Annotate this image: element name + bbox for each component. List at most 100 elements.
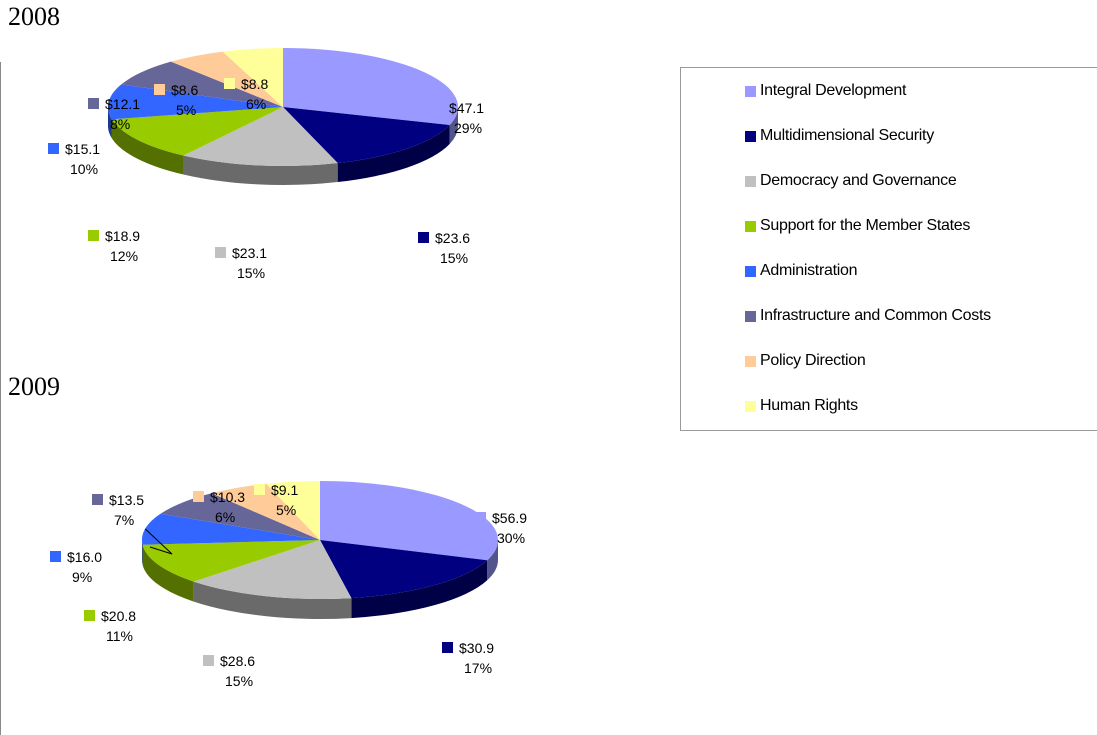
pie-slice-side-multidimensional-security	[351, 560, 488, 619]
pie-slice-administration	[142, 513, 320, 545]
legend-item-administration: Administration	[745, 261, 857, 281]
data-label-value: $10.3	[210, 489, 245, 505]
pie-slice-support-for-the-member-states	[111, 107, 283, 156]
pie-slice-human-rights	[266, 481, 320, 540]
data-label-percent: 15%	[237, 265, 265, 281]
chart-legend: Integral Development Multidimensional Sec…	[680, 67, 1097, 431]
legend-swatch	[745, 175, 756, 187]
data-label-value: $30.9	[459, 640, 494, 656]
leader-line-administration	[144, 528, 173, 555]
legend-label: Support for the Member States	[760, 217, 971, 234]
data-label-swatch	[84, 610, 95, 621]
pie-sides-2008	[108, 107, 458, 185]
pie-slice-side-administration	[142, 540, 143, 565]
data-label-percent: 10%	[70, 161, 98, 177]
legend-swatch	[745, 400, 756, 412]
legend-item-human-rights: Human Rights	[745, 396, 858, 416]
pie-chart-2008: $47.1 29% $23.6 15% $23.1 15% $18.9 12% $15.1 10%…	[48, 48, 484, 281]
pie-slice-side-administration	[108, 107, 112, 139]
legend-item-infrastructure-and-common-costs: Infrastructure and Common Costs	[745, 306, 991, 326]
pie-slice-administration	[108, 84, 284, 120]
legend-item-support-for-the-member-states: Support for the Member States	[745, 216, 970, 236]
pie-slice-policy-direction	[211, 483, 320, 540]
legend-label: Policy Direction	[760, 352, 866, 369]
data-label-multidimensional-security: $23.6 15%	[418, 230, 470, 266]
data-label-value: $13.5	[109, 492, 144, 508]
data-label-swatch	[442, 642, 453, 653]
data-label-support-for-the-member-states: $18.9 12%	[88, 228, 140, 264]
chart-title-2008: 2008	[8, 2, 60, 31]
data-label-percent: 7%	[114, 512, 134, 528]
data-label-policy-direction: $10.3 6%	[193, 489, 245, 525]
data-label-democracy-and-governance: $23.1 15%	[215, 245, 267, 281]
pie-tops-2008	[108, 48, 459, 166]
data-label-swatch	[154, 84, 165, 95]
legend-swatch	[745, 130, 756, 142]
data-label-value: $9.1	[271, 482, 298, 498]
data-label-value: $47.1	[449, 100, 484, 116]
legend-swatch	[745, 85, 756, 97]
data-label-swatch	[418, 232, 429, 243]
pie-slice-human-rights	[222, 48, 283, 107]
data-label-value: $23.1	[232, 245, 267, 261]
pie-chart-2009: $56.930%$30.917%$28.615%$20.811%$16.09%$…	[50, 481, 527, 689]
data-label-democracy-and-governance: $28.6 15%	[203, 653, 255, 689]
data-label-percent: 17%	[464, 660, 492, 676]
data-label-swatch	[88, 98, 99, 109]
data-label-value: $16.0	[67, 549, 102, 565]
data-label-value: $56.9	[492, 510, 527, 526]
data-label-swatch	[432, 102, 443, 113]
data-label-human-rights: $8.8 6%	[224, 76, 268, 112]
legend-item-multidimensional-security: Multidimensional Security	[745, 126, 934, 146]
data-label-value: $8.8	[241, 76, 268, 92]
data-label-percent: 8%	[110, 116, 130, 132]
legend-label: Integral Development	[760, 82, 907, 99]
data-label-swatch	[203, 655, 214, 666]
legend-swatch	[745, 310, 756, 322]
legend-label: Administration	[760, 262, 858, 279]
data-label-swatch	[88, 230, 99, 241]
data-label-percent: 15%	[440, 250, 468, 266]
data-label-administration: $15.1 10%	[48, 141, 100, 177]
data-label-swatch	[475, 512, 486, 523]
data-label-percent: 6%	[215, 509, 235, 525]
data-label-swatch	[50, 551, 61, 562]
legend-item-integral-development: Integral Development	[745, 81, 906, 101]
data-label-swatch	[254, 484, 265, 495]
pie-sides-2009	[142, 540, 498, 619]
data-label-swatch	[215, 247, 226, 258]
pie-slice-side-democracy-and-governance	[193, 581, 352, 619]
legend-label: Multidimensional Security	[760, 127, 934, 144]
data-label-percent: 6%	[246, 96, 266, 112]
data-label-percent: 5%	[176, 102, 196, 118]
pie-tops-2009	[142, 481, 499, 599]
pie-slice-multidimensional-security	[283, 107, 450, 164]
data-label-percent: 12%	[110, 248, 138, 264]
pie-slice-infrastructure-and-common-costs	[160, 493, 320, 540]
data-label-value: $20.8	[101, 608, 136, 624]
pie-slice-side-multidimensional-security	[337, 125, 450, 183]
data-label-swatch	[92, 494, 103, 505]
legend-label: Human Rights	[760, 397, 858, 414]
data-label-value: $18.9	[105, 228, 140, 244]
chart-title-2009: 2009	[8, 372, 60, 401]
pie-slice-side-support-for-the-member-states	[111, 119, 184, 175]
data-label-value: $28.6	[220, 653, 255, 669]
data-label-integral-development: $56.9 30%	[475, 510, 527, 546]
data-label-integral-development: $47.1 29%	[432, 100, 484, 136]
chart-area-border	[0, 62, 1, 735]
legend-item-democracy-and-governance: Democracy and Governance	[745, 171, 957, 191]
pie-slice-integral-development	[320, 481, 499, 561]
legend-swatch	[745, 355, 756, 367]
pie-slice-integral-development	[283, 48, 459, 126]
data-label-percent: 29%	[454, 120, 482, 136]
data-label-administration: $16.0 9%	[50, 549, 102, 585]
pie-slice-side-support-for-the-member-states	[142, 544, 194, 602]
data-label-swatch	[224, 78, 235, 89]
legend-label: Democracy and Governance	[760, 172, 957, 189]
data-label-value: $15.1	[65, 141, 100, 157]
data-label-infrastructure-and-common-costs: $13.5 7%	[92, 492, 144, 528]
data-label-percent: 30%	[497, 530, 525, 546]
data-label-swatch	[193, 491, 204, 502]
data-label-infrastructure-and-common-costs: $12.1 8%	[88, 96, 140, 132]
